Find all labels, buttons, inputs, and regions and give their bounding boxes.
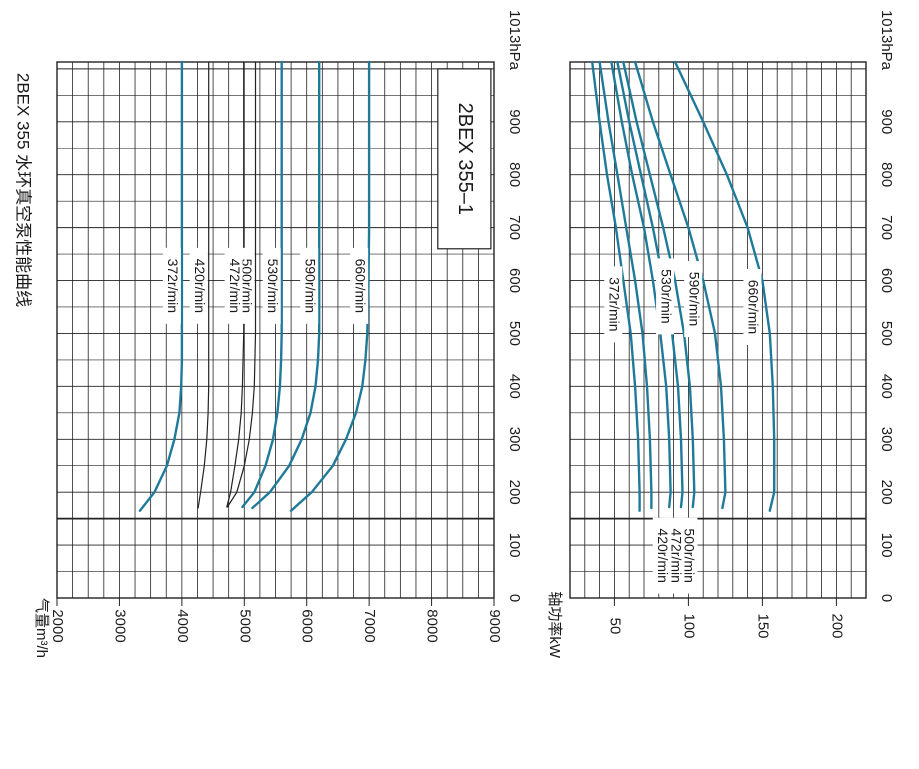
model-label: 2BEX 355–1 [454, 103, 476, 215]
series-label-bg [684, 261, 703, 338]
series-label: 372r/min [165, 259, 181, 313]
series-label-bg [652, 517, 671, 594]
x-tick-label: 300 [878, 427, 895, 452]
series-label: 660r/min [352, 259, 368, 313]
x-tick-label: 600 [506, 268, 523, 293]
y-tick-label: 4000 [174, 609, 191, 642]
x-tick-label: 200 [506, 480, 523, 505]
series-line [197, 61, 210, 509]
chart-title: 2BEX 355 水环真空泵性能曲线 [14, 73, 33, 307]
x-tick-label: 100 [506, 533, 523, 558]
x-tick-label: 800 [506, 162, 523, 187]
model-box [437, 68, 492, 250]
series-label: 500r/min [239, 259, 255, 313]
series-label: 472r/min [227, 259, 243, 313]
x-tick-label: 800 [878, 162, 895, 187]
y-tick-label: 3000 [111, 609, 128, 642]
series-label-bg [224, 247, 243, 324]
series-line [251, 60, 321, 510]
y-tick-label: 8000 [424, 609, 441, 642]
x-tick-label: 700 [506, 215, 523, 240]
series-label-bg [262, 247, 281, 324]
x-tick-label: 300 [506, 427, 523, 452]
x-tick-label: 100 [878, 533, 895, 558]
x-unit-label: 1013hPa [878, 10, 895, 71]
series-label-bg [604, 266, 623, 343]
series-label-bg [350, 247, 369, 324]
series-label: 500r/min [682, 528, 698, 582]
y-tick-label: 9000 [486, 609, 503, 642]
series-line [598, 60, 653, 510]
series-label: 660r/min [746, 280, 762, 334]
series-label: 420r/min [655, 528, 671, 582]
x-tick-label: 900 [878, 109, 895, 134]
y-tick-label: 5000 [236, 609, 253, 642]
series-label-bg [189, 247, 208, 324]
plot-frame [569, 61, 867, 599]
plot-frame [56, 61, 495, 599]
x-tick-label: 0 [506, 594, 523, 602]
series-label: 472r/min [668, 528, 684, 582]
series-label-bg [300, 247, 319, 324]
x-tick-label: 900 [506, 109, 523, 134]
x-tick-label: 0 [878, 594, 895, 602]
x-tick-label: 600 [878, 268, 895, 293]
y-tick-label: 6000 [299, 609, 316, 642]
y-tick-label: 200 [828, 613, 845, 638]
series-label: 530r/min [265, 259, 281, 313]
series-label: 372r/min [607, 277, 623, 331]
x-tick-label: 200 [878, 480, 895, 505]
x-tick-label: 500 [506, 321, 523, 346]
series-label: 420r/min [192, 259, 208, 313]
x-unit-label: 1013hPa [506, 10, 523, 71]
x-tick-label: 700 [878, 215, 895, 240]
y-tick-label: 2000 [49, 609, 66, 642]
series-line [622, 60, 696, 509]
series-line [289, 60, 371, 512]
y-tick-label: 7000 [361, 609, 378, 642]
y-tick-label: 50 [606, 618, 623, 635]
series-label: 590r/min [686, 272, 702, 326]
series-line [241, 60, 283, 509]
y-axis-label: 气量m³/h [33, 598, 50, 658]
series-label-bg [162, 247, 181, 324]
y-axis-label: 轴功率kW [546, 591, 563, 659]
series-label-bg [743, 268, 762, 345]
series-line [673, 60, 776, 512]
x-tick-label: 500 [878, 321, 895, 346]
series-label: 530r/min [658, 269, 674, 323]
chart-panel-2: 0 100 200 300 400 500 600 700 800 900 1013hPa 50 100… [546, 10, 895, 659]
series-line [633, 60, 727, 510]
chart-panel-1: 0 100 200 300 400 500 600 700 800 900 1013hPa 2000 3… [33, 10, 523, 658]
x-tick-label: 400 [878, 374, 895, 399]
series-label-bg [656, 258, 675, 335]
x-tick-label: 400 [506, 374, 523, 399]
series-line [226, 61, 257, 508]
y-tick-label: 100 [680, 613, 697, 638]
series-line [138, 60, 184, 512]
y-tick-label: 150 [754, 613, 771, 638]
series-line [591, 60, 641, 512]
series-label: 590r/min [302, 259, 318, 313]
